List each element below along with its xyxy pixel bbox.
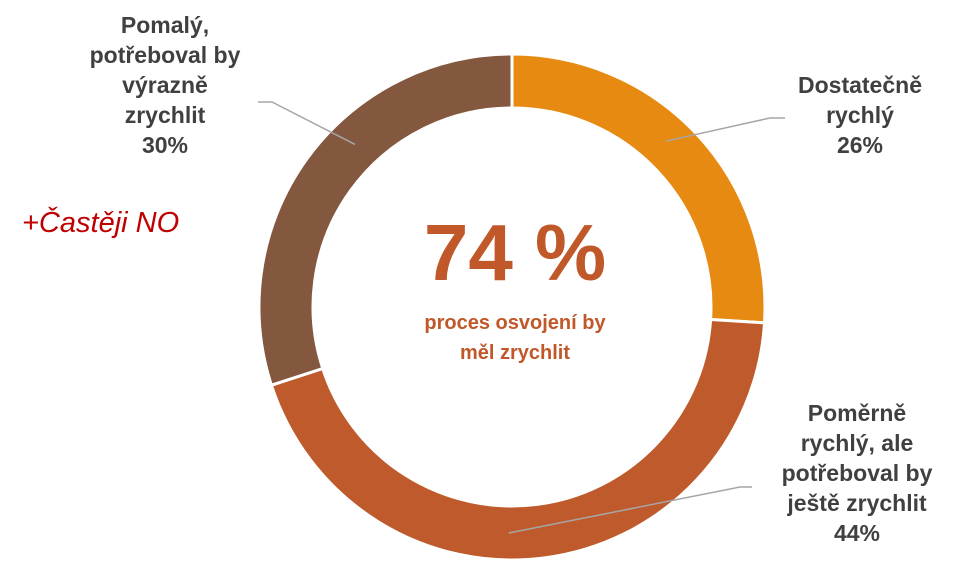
center-value: 74 %: [423, 208, 607, 297]
label-line: 30%: [141, 132, 189, 158]
annotation-note: +Častěji NO: [22, 207, 180, 239]
label-line: Poměrně: [807, 400, 907, 426]
slice-label-pomaly: Pomalý, potřeboval by výrazně zrychlit 3…: [60, 10, 270, 160]
slice-pomaly: [257, 52, 514, 388]
leader-line-pomerne-rychly: [508, 486, 752, 534]
slice-label-dostatecne-rychly: Dostatečně rychlý 26%: [760, 70, 953, 160]
label-line: výrazně: [122, 72, 208, 98]
leader-lines: [258, 101, 785, 534]
center-caption-line: měl zrychlit: [459, 342, 571, 364]
center-caption-line: proces osvojení by: [424, 312, 606, 334]
label-line: potřeboval by: [781, 460, 933, 486]
label-line: Dostatečně: [798, 72, 922, 98]
label-line: Pomalý,: [120, 12, 210, 38]
slice-label-pomerne-rychly: Poměrně rychlý, ale potřeboval by ještě …: [752, 398, 953, 548]
leader-line-dostatecne-rychly: [665, 117, 785, 142]
label-line: potřeboval by: [89, 42, 241, 68]
center-caption: proces osvojení by měl zrychlit: [360, 308, 670, 368]
leader-line-pomaly: [258, 101, 356, 146]
label-line: rychlý, ale: [800, 430, 914, 456]
label-line: 26%: [836, 132, 884, 158]
slice-pomerne-rychly: [269, 317, 767, 562]
label-line: 44%: [833, 520, 881, 546]
label-line: ještě zrychlit: [787, 490, 927, 516]
label-line: zrychlit: [124, 102, 206, 128]
label-line: rychlý: [826, 102, 894, 128]
donut-slices: [257, 52, 767, 562]
